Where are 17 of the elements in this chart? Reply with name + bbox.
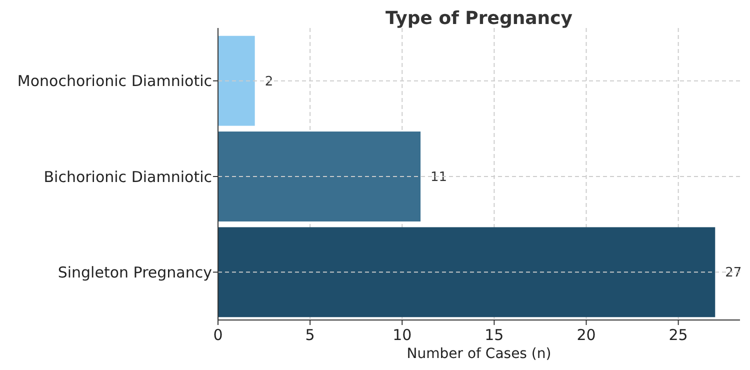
data-label: 11: [430, 170, 448, 186]
data-label: 2: [264, 74, 274, 90]
bar: [218, 227, 716, 318]
y-tick-label: Singleton Pregnancy: [58, 263, 212, 282]
y-tick-label: Bichorionic Diamniotic: [44, 168, 212, 186]
x-tick-label: 0: [213, 326, 223, 344]
y-tick-label: Monochorionic Diamniotic: [17, 72, 212, 90]
x-tick-label: 20: [576, 326, 596, 344]
chart-title: Type of Pregnancy: [385, 8, 573, 29]
bar: [218, 132, 421, 222]
x-axis-title: Number of Cases (n): [406, 346, 552, 362]
x-tick-label: 5: [305, 326, 315, 344]
x-tick-label: 15: [484, 326, 504, 344]
x-tick-label: 25: [668, 326, 688, 344]
x-tick-label: 10: [392, 326, 412, 344]
data-label: 27: [725, 266, 742, 281]
bar: [218, 36, 255, 126]
